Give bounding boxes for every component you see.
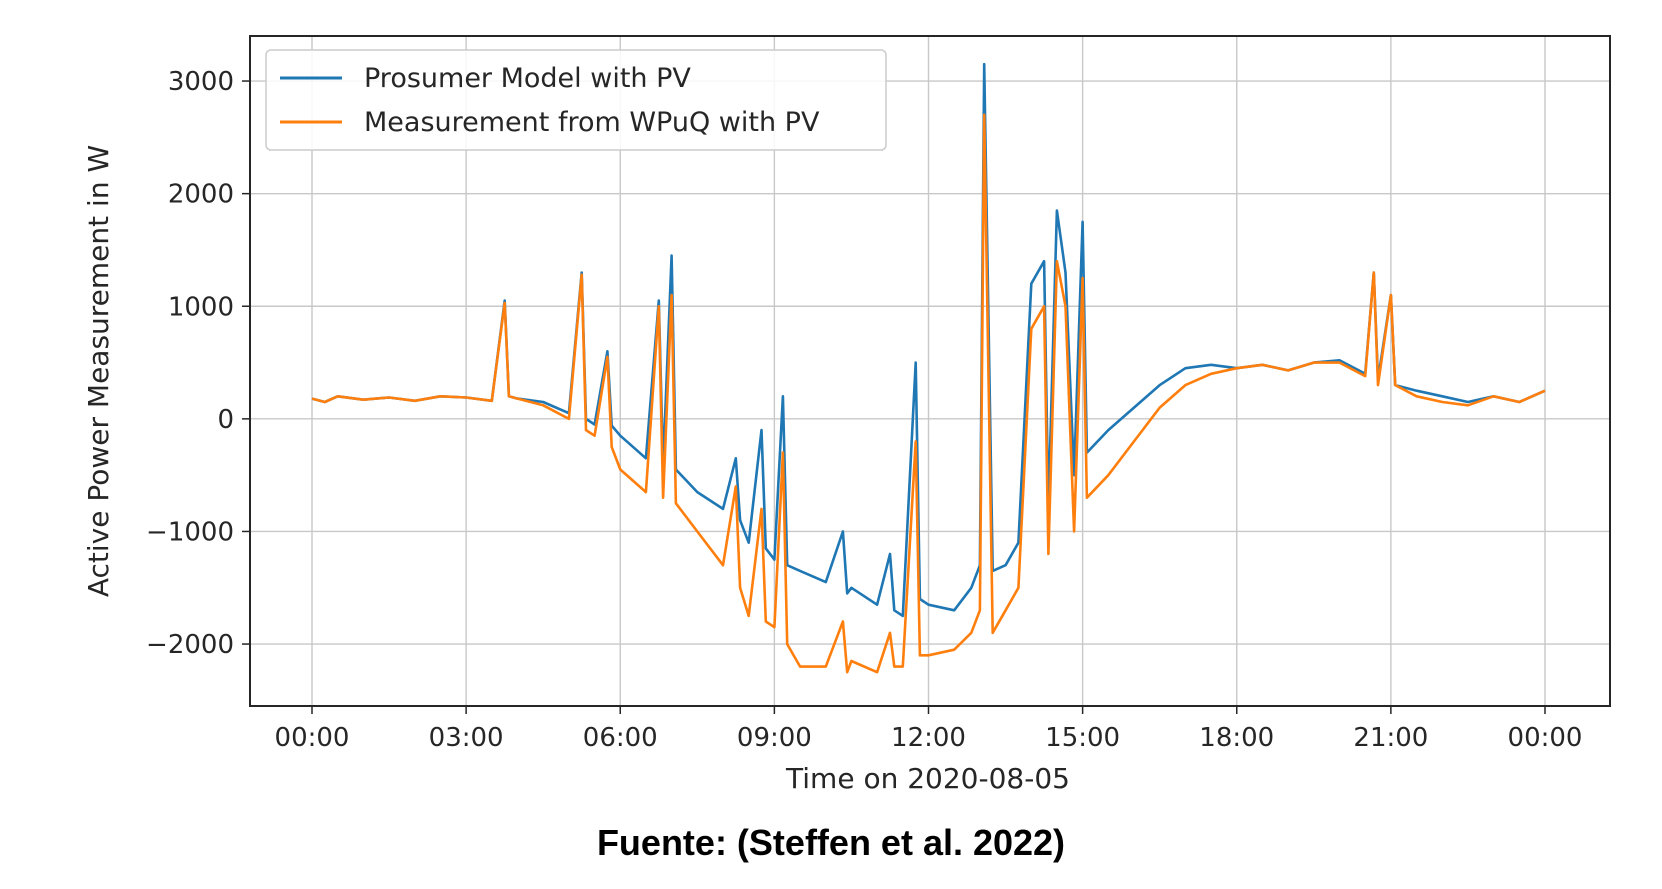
x-tick-label: 12:00 bbox=[891, 723, 966, 753]
y-tick-label: 3000 bbox=[168, 67, 234, 97]
grid-lines bbox=[250, 36, 1610, 706]
figure-caption: Fuente: (Steffen et al. 2022) bbox=[596, 822, 1066, 863]
legend-label-prosumer: Prosumer Model with PV bbox=[364, 63, 691, 94]
legend-label-measurement: Measurement from WPuQ with PV bbox=[364, 107, 820, 138]
x-tick-label: 21:00 bbox=[1353, 723, 1428, 753]
x-axis-label: Time on 2020-08-05 bbox=[785, 762, 1070, 795]
y-axis: −2000 −1000 0 1000 2000 3000 bbox=[146, 67, 250, 660]
x-tick-label: 06:00 bbox=[583, 723, 658, 753]
x-tick-label: 15:00 bbox=[1045, 723, 1120, 753]
y-axis-label: Active Power Measurement in W bbox=[82, 145, 115, 597]
y-tick-label: −2000 bbox=[146, 630, 234, 660]
plot-frame bbox=[249, 35, 1611, 707]
y-tick-label: −1000 bbox=[146, 517, 234, 547]
legend-box bbox=[265, 49, 887, 151]
y-tick-label: 1000 bbox=[168, 292, 234, 322]
x-tick-label: 18:00 bbox=[1199, 723, 1274, 753]
y-tick-label: 2000 bbox=[168, 180, 234, 210]
series-layer bbox=[311, 62, 1546, 674]
x-axis: 00:00 03:00 06:00 09:00 12:00 15:00 18:00 21:00… bbox=[275, 706, 1583, 753]
x-tick-label: 09:00 bbox=[737, 723, 812, 753]
y-tick-label: 0 bbox=[217, 405, 234, 435]
series-line-measurement bbox=[311, 113, 1546, 674]
x-tick-label: 03:00 bbox=[429, 723, 504, 753]
x-tick-label: 00:00 bbox=[1508, 723, 1583, 753]
x-tick-label: 00:00 bbox=[275, 723, 350, 753]
legend: Prosumer Model with PV Measurement from … bbox=[265, 49, 887, 151]
